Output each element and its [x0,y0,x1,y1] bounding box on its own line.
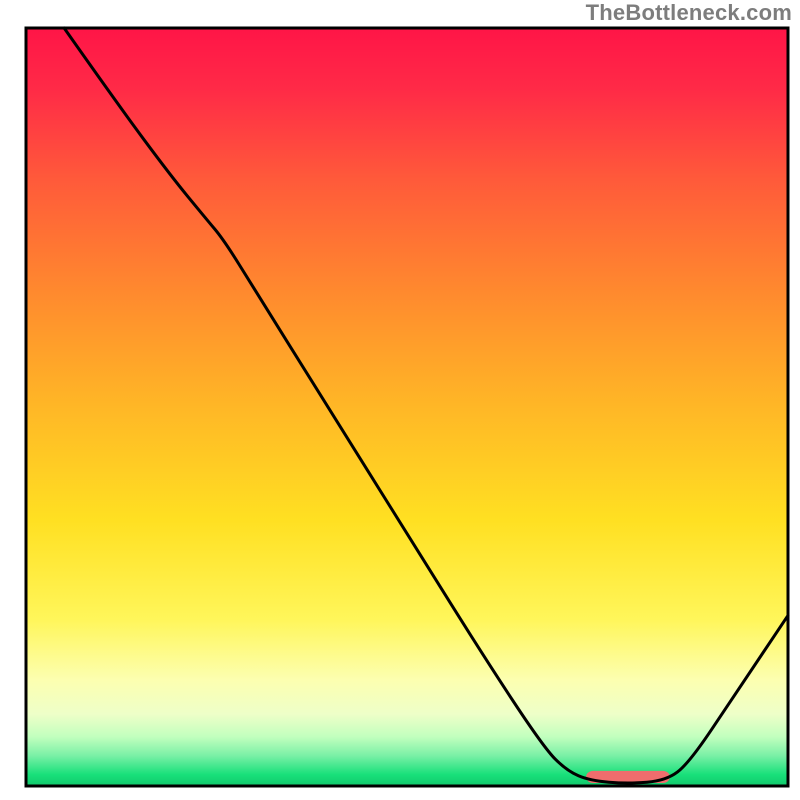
gradient-background [26,28,788,786]
bottleneck-curve-chart [0,0,800,800]
chart-stage: TheBottleneck.com [0,0,800,800]
